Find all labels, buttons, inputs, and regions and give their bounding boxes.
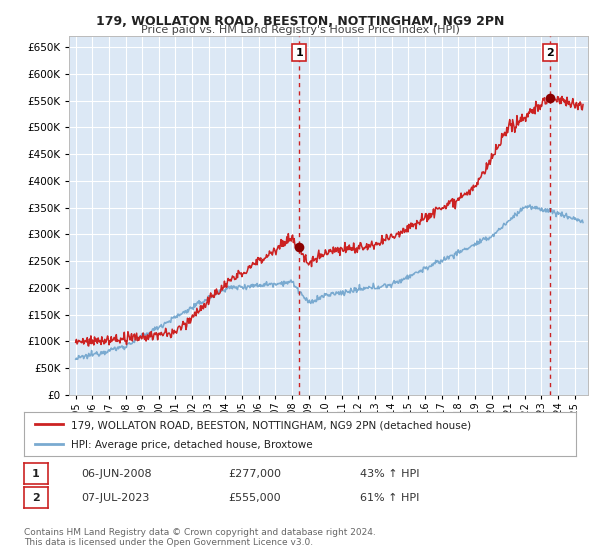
Text: £277,000: £277,000 bbox=[228, 469, 281, 479]
Text: £555,000: £555,000 bbox=[228, 493, 281, 503]
Text: 179, WOLLATON ROAD, BEESTON, NOTTINGHAM, NG9 2PN: 179, WOLLATON ROAD, BEESTON, NOTTINGHAM,… bbox=[96, 15, 504, 28]
Text: 2: 2 bbox=[32, 493, 40, 503]
Text: HPI: Average price, detached house, Broxtowe: HPI: Average price, detached house, Brox… bbox=[71, 440, 313, 450]
Text: 1: 1 bbox=[295, 48, 303, 58]
Text: 2: 2 bbox=[546, 48, 554, 58]
Text: Price paid vs. HM Land Registry's House Price Index (HPI): Price paid vs. HM Land Registry's House … bbox=[140, 25, 460, 35]
Text: Contains HM Land Registry data © Crown copyright and database right 2024.
This d: Contains HM Land Registry data © Crown c… bbox=[24, 528, 376, 547]
Text: 07-JUL-2023: 07-JUL-2023 bbox=[81, 493, 149, 503]
Text: 179, WOLLATON ROAD, BEESTON, NOTTINGHAM, NG9 2PN (detached house): 179, WOLLATON ROAD, BEESTON, NOTTINGHAM,… bbox=[71, 420, 471, 430]
Text: 06-JUN-2008: 06-JUN-2008 bbox=[81, 469, 152, 479]
Text: 61% ↑ HPI: 61% ↑ HPI bbox=[360, 493, 419, 503]
Text: 43% ↑ HPI: 43% ↑ HPI bbox=[360, 469, 419, 479]
Text: 1: 1 bbox=[32, 469, 40, 479]
